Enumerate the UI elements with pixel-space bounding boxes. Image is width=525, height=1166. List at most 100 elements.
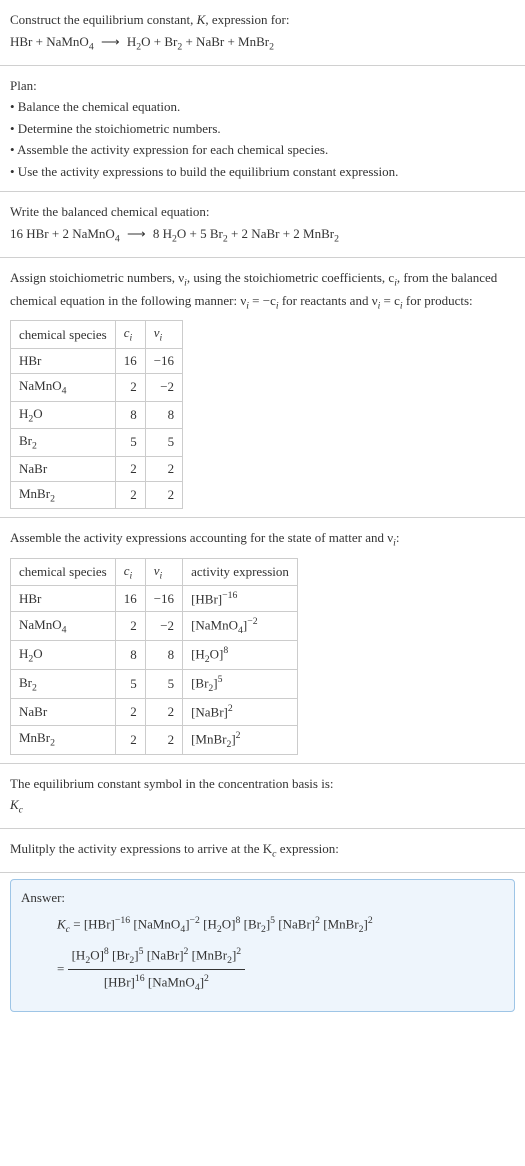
cell: NaBr xyxy=(11,456,116,481)
answer-box: Answer: Kc = [HBr]−16 [NaMnO4]−2 [H2O]8 … xyxy=(10,879,515,1011)
cell: −2 xyxy=(145,373,182,401)
sub: 4 xyxy=(115,233,120,244)
cell: NaBr xyxy=(11,699,116,725)
sub: 4 xyxy=(89,41,94,52)
kc-text: The equilibrium constant symbol in the c… xyxy=(10,774,515,794)
stoich-section: Assign stoichiometric numbers, νi, using… xyxy=(0,258,525,518)
cell: 2 xyxy=(145,481,182,509)
kc-symbol: Kc xyxy=(10,795,515,818)
cell: NaMnO4 xyxy=(11,373,116,401)
table-row: NaBr22[NaBr]2 xyxy=(11,699,298,725)
cell: [H2O]8 xyxy=(183,641,298,670)
table-row: Br255[Br2]5 xyxy=(11,670,298,699)
table-header-row: chemical species ci νi xyxy=(11,321,183,349)
cell: 2 xyxy=(145,725,182,754)
table-row: H2O88[H2O]8 xyxy=(11,641,298,670)
multiply-text: Mulitply the activity expressions to arr… xyxy=(10,839,515,862)
plan-bullet: • Balance the chemical equation. xyxy=(10,97,515,117)
balanced-title: Write the balanced chemical equation: xyxy=(10,202,515,222)
kc-symbol-section: The equilibrium constant symbol in the c… xyxy=(0,764,525,830)
table-row: NaMnO42−2 xyxy=(11,373,183,401)
table-row: MnBr222[MnBr2]2 xyxy=(11,725,298,754)
cell: 2 xyxy=(115,612,145,641)
cell: H2O xyxy=(11,641,116,670)
fraction: [H2O]8 [Br2]5 [NaBr]2 [MnBr2]2 [HBr]16 [… xyxy=(68,943,246,997)
stoich-text: Assign stoichiometric numbers, νi, using… xyxy=(10,268,515,314)
plan-bullet: • Use the activity expressions to build … xyxy=(10,162,515,182)
cell: 8 xyxy=(115,641,145,670)
stoich-table: chemical species ci νi HBr16−16 NaMnO42−… xyxy=(10,320,183,509)
table-row: NaMnO42−2[NaMnO4]−2 xyxy=(11,612,298,641)
prompt-line-1: Construct the equilibrium constant, K, e… xyxy=(10,10,515,30)
fraction-numerator: [H2O]8 [Br2]5 [NaBr]2 [MnBr2]2 xyxy=(68,943,246,970)
text: 8 H2O + 5 Br2 + 2 NaBr + 2 MnBr2 xyxy=(153,226,339,241)
activity-section: Assemble the activity expressions accoun… xyxy=(0,518,525,763)
text: Construct the equilibrium constant, K, e… xyxy=(10,12,289,27)
cell: 2 xyxy=(145,699,182,725)
cell: 5 xyxy=(115,670,145,699)
plan-bullet: • Determine the stoichiometric numbers. xyxy=(10,119,515,139)
cell: 5 xyxy=(145,429,182,457)
cell: 16 xyxy=(115,348,145,373)
eq-rhs: H2O + Br2 + NaBr + MnBr2 xyxy=(127,34,274,49)
cell: 5 xyxy=(145,670,182,699)
table-row: HBr16−16 xyxy=(11,348,183,373)
answer-equation: Kc = [HBr]−16 [NaMnO4]−2 [H2O]8 [Br2]5 [… xyxy=(57,912,504,996)
cell: 8 xyxy=(145,401,182,429)
col-vi: νi xyxy=(145,321,182,349)
col-vi: νi xyxy=(145,558,182,586)
cell: [NaMnO4]−2 xyxy=(183,612,298,641)
activity-title: Assemble the activity expressions accoun… xyxy=(10,528,515,551)
cell: −16 xyxy=(145,348,182,373)
cell: −16 xyxy=(145,586,182,612)
table-header-row: chemical species ci νi activity expressi… xyxy=(11,558,298,586)
table-row: Br255 xyxy=(11,429,183,457)
answer-line-1: Kc = [HBr]−16 [NaMnO4]−2 [H2O]8 [Br2]5 [… xyxy=(57,912,504,938)
cell: HBr xyxy=(11,586,116,612)
table-row: HBr16−16[HBr]−16 xyxy=(11,586,298,612)
cell: 2 xyxy=(115,373,145,401)
cell: 2 xyxy=(115,456,145,481)
cell: −2 xyxy=(145,612,182,641)
cell: [HBr]−16 xyxy=(183,586,298,612)
activity-table: chemical species ci νi activity expressi… xyxy=(10,558,298,755)
cell: NaMnO4 xyxy=(11,612,116,641)
cell: 16 xyxy=(115,586,145,612)
col-ci: ci xyxy=(115,321,145,349)
col-ci: ci xyxy=(115,558,145,586)
table-row: MnBr222 xyxy=(11,481,183,509)
cell: [Br2]5 xyxy=(183,670,298,699)
balanced-section: Write the balanced chemical equation: 16… xyxy=(0,192,525,258)
answer-label: Answer: xyxy=(21,890,504,906)
plan-section: Plan: • Balance the chemical equation. •… xyxy=(0,66,525,193)
col-activity: activity expression xyxy=(183,558,298,586)
cell: 2 xyxy=(115,481,145,509)
cell: [MnBr2]2 xyxy=(183,725,298,754)
fraction-denominator: [HBr]16 [NaMnO4]2 xyxy=(68,970,246,996)
cell: 2 xyxy=(115,699,145,725)
cell: H2O xyxy=(11,401,116,429)
cell: Br2 xyxy=(11,670,116,699)
cell: 5 xyxy=(115,429,145,457)
cell: 2 xyxy=(115,725,145,754)
cell: 8 xyxy=(115,401,145,429)
arrow-icon: ⟶ xyxy=(127,224,146,244)
prompt-section: Construct the equilibrium constant, K, e… xyxy=(0,0,525,66)
cell: 2 xyxy=(145,456,182,481)
table-row: NaBr22 xyxy=(11,456,183,481)
cell: 8 xyxy=(145,641,182,670)
col-species: chemical species xyxy=(11,321,116,349)
balanced-equation: 16 HBr + 2 NaMnO4 ⟶ 8 H2O + 5 Br2 + 2 Na… xyxy=(10,224,515,247)
cell: [NaBr]2 xyxy=(183,699,298,725)
arrow-icon: ⟶ xyxy=(101,32,120,52)
cell: Br2 xyxy=(11,429,116,457)
unbalanced-equation: HBr + NaMnO4 ⟶ H2O + Br2 + NaBr + MnBr2 xyxy=(10,32,515,55)
cell: MnBr2 xyxy=(11,725,116,754)
col-species: chemical species xyxy=(11,558,116,586)
eq-lhs: HBr + NaMnO xyxy=(10,34,89,49)
plan-title: Plan: xyxy=(10,76,515,96)
table-row: H2O88 xyxy=(11,401,183,429)
answer-line-2: = [H2O]8 [Br2]5 [NaBr]2 [MnBr2]2 [HBr]16… xyxy=(57,943,504,997)
cell: MnBr2 xyxy=(11,481,116,509)
cell: HBr xyxy=(11,348,116,373)
